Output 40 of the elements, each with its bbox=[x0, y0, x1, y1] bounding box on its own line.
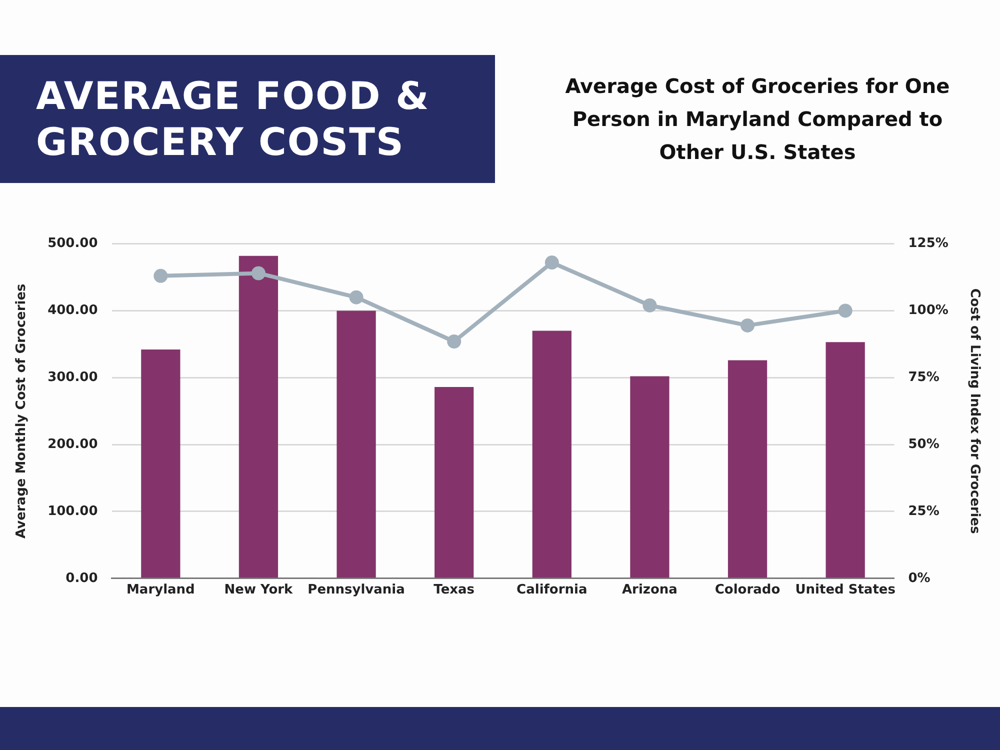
y2-tick-label: 125% bbox=[908, 236, 948, 252]
point bbox=[349, 290, 364, 304]
y2-axis-title: Cost of Living Index for Groceries bbox=[966, 288, 982, 534]
y-tick-label: 400.00 bbox=[48, 303, 98, 318]
chart-subtitle: Average Cost of Groceries for One Person in Maryland Compared to Other U.S. States bbox=[564, 73, 951, 166]
x-tick-label: Colorado bbox=[714, 582, 780, 598]
x-tick-label: Texas bbox=[434, 582, 475, 598]
bar bbox=[336, 310, 376, 578]
point bbox=[838, 304, 852, 318]
y-tick-label: 100.00 bbox=[48, 504, 98, 519]
y-tick-label: 300.00 bbox=[48, 370, 98, 386]
x-tick-label: Pennsylvania bbox=[308, 582, 405, 598]
bar bbox=[826, 342, 865, 578]
bar bbox=[728, 360, 768, 578]
x-tick-label: New York bbox=[224, 582, 294, 598]
point bbox=[642, 298, 657, 312]
y-tick-label: 0.00 bbox=[66, 570, 98, 586]
bar bbox=[238, 256, 278, 578]
y-tick-label: 200.00 bbox=[48, 436, 98, 452]
y-tick-label: 500.00 bbox=[48, 236, 98, 252]
y2-tick-label: 0% bbox=[908, 570, 930, 586]
y2-tick-label: 25% bbox=[908, 504, 940, 519]
x-tick-label: California bbox=[516, 582, 588, 598]
y-axis-title: Average Monthly Cost of Groceries bbox=[14, 283, 30, 538]
x-tick-label: Maryland bbox=[126, 582, 195, 598]
point bbox=[740, 318, 755, 332]
bar bbox=[434, 387, 474, 578]
y2-tick-label: 100% bbox=[908, 303, 948, 318]
point bbox=[447, 334, 462, 349]
point bbox=[544, 256, 559, 270]
point bbox=[154, 268, 168, 283]
x-tick-label: United States bbox=[795, 582, 896, 598]
y2-tick-label: 75% bbox=[908, 370, 940, 386]
x-tick-label: Arizona bbox=[622, 582, 678, 598]
bar bbox=[141, 350, 180, 578]
chart-title: AVERAGE FOOD & GROCERY COSTS bbox=[36, 73, 431, 165]
bar bbox=[630, 376, 670, 578]
y2-tick-label: 50% bbox=[908, 436, 940, 452]
bar bbox=[532, 330, 572, 578]
point bbox=[251, 266, 266, 280]
